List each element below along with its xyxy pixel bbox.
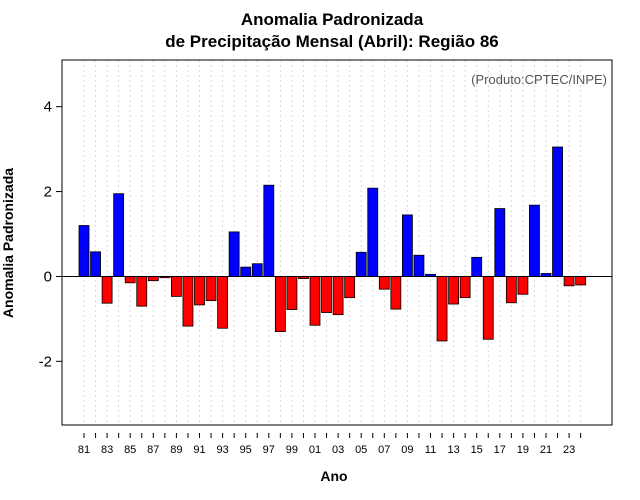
bar-2006 — [367, 187, 379, 277]
bar-2017 — [494, 208, 506, 277]
bar-1986 — [136, 276, 148, 307]
x-tick-label: 23 — [563, 444, 575, 456]
bar-1997 — [263, 184, 275, 277]
bar-2016 — [482, 276, 494, 340]
x-tick-label: 07 — [378, 444, 390, 456]
x-tick-label: 83 — [101, 444, 113, 456]
x-axis-title: Ano — [320, 468, 347, 484]
bar-1993 — [217, 276, 229, 329]
bar-2019 — [517, 276, 529, 295]
y-axis-title: Anomalia Padronizada — [0, 168, 16, 318]
bar-2003 — [332, 276, 344, 316]
x-tick-label: 13 — [447, 444, 459, 456]
bar-2007 — [378, 276, 390, 290]
x-tick-label: 17 — [494, 444, 506, 456]
chart-title-line1: Anomalia Padronizada — [241, 10, 424, 29]
bar-2022 — [552, 146, 563, 277]
bar-2008 — [390, 276, 402, 310]
bar-1987 — [147, 276, 159, 282]
x-tick-label: 03 — [332, 444, 344, 456]
bar-2015 — [471, 256, 483, 277]
bar-1984 — [113, 193, 125, 277]
x-tick-label: 11 — [425, 444, 436, 456]
bar-1992 — [205, 276, 217, 302]
bar-1990 — [182, 276, 194, 327]
x-tick-label: 85 — [124, 444, 136, 456]
bar-1996 — [251, 263, 263, 277]
bar-1991 — [194, 276, 205, 306]
bar-2023 — [563, 276, 575, 287]
x-tick-label: 99 — [286, 444, 298, 456]
bar-1983 — [101, 276, 113, 304]
y-tick-label: 0 — [44, 268, 52, 285]
bar-2002 — [321, 276, 332, 313]
bar-2001 — [309, 276, 321, 326]
grid — [83, 60, 582, 425]
bar-1989 — [170, 276, 182, 297]
x-tick-label: 15 — [471, 444, 483, 456]
bar-2024 — [575, 276, 587, 286]
x-tick-label: 19 — [517, 444, 529, 456]
y-tick-label: 2 — [44, 184, 52, 201]
bar-2018 — [505, 276, 517, 304]
x-axis: 81 83 85 87 89 91 93 95 97 99 01 03 05 07 09 11 13 15 17 19… — [78, 433, 582, 456]
x-tick-label: 93 — [216, 444, 228, 456]
x-tick-label: 97 — [263, 444, 275, 456]
bar-1981 — [78, 225, 90, 277]
bar-1995 — [240, 266, 252, 277]
bar-1999 — [286, 276, 298, 310]
x-tick-label: 21 — [540, 444, 552, 456]
bar-1998 — [274, 276, 286, 333]
bar-2004 — [344, 276, 356, 299]
bar-1994 — [228, 231, 240, 277]
x-tick-label: 01 — [309, 444, 321, 456]
bar-2020 — [529, 204, 540, 277]
bar-1985 — [124, 276, 136, 284]
y-axis: -2 0 2 4 — [39, 99, 62, 370]
chart-annotation: (Produto:CPTEC/INPE) — [471, 72, 607, 87]
bar-2014 — [459, 276, 471, 299]
bars — [78, 146, 587, 342]
bar-2012 — [436, 276, 448, 342]
x-tick-label: 05 — [355, 444, 367, 456]
x-tick-label: 09 — [401, 444, 413, 456]
bar-2013 — [448, 276, 460, 305]
bar-1982 — [90, 251, 101, 277]
x-tick-label: 89 — [170, 444, 182, 456]
x-tick-label: 91 — [193, 444, 205, 456]
chart-title-line2: de Precipitação Mensal (Abril): Região 8… — [165, 32, 498, 51]
x-tick-label: 81 — [78, 444, 90, 456]
bar-2009 — [401, 214, 413, 277]
bar-2005 — [355, 251, 367, 277]
plot-frame — [61, 59, 613, 426]
y-tick-label: 4 — [44, 99, 52, 116]
x-tick-label: 95 — [240, 444, 252, 456]
y-tick-label: -2 — [39, 353, 52, 370]
x-tick-label: 87 — [147, 444, 159, 456]
bar-2010 — [413, 254, 425, 277]
